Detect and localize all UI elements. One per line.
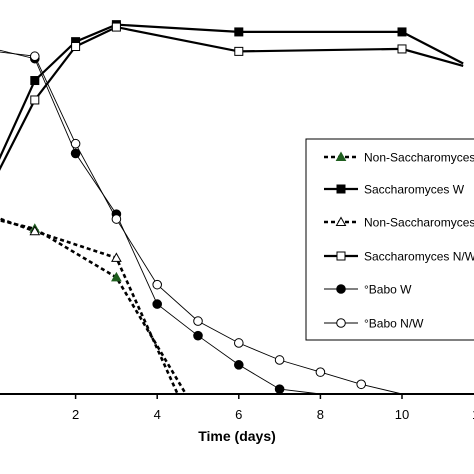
point-babo-n-w-1 — [30, 51, 40, 62]
legend: Non-Saccharomyces W Saccharomyces W Non-Sa… — [305, 138, 474, 341]
x-tick-label: 8 — [317, 407, 324, 422]
legend-label: Saccharomyces N/W — [364, 250, 474, 264]
point-babo-w-4 — [152, 299, 162, 309]
point-babo-n-w-7 — [274, 355, 285, 365]
point-babo-w-6 — [234, 360, 244, 370]
point-saccharomyces-w-5 — [397, 27, 407, 37]
point-babo-w-2 — [70, 148, 81, 159]
legend-marker-non-saccharomyces-n-w — [335, 216, 347, 226]
point-babo-w-5 — [193, 330, 203, 341]
point-saccharomyces-w-1 — [30, 76, 40, 86]
x-tick-label: 4 — [154, 407, 161, 422]
point-babo-n-w-5 — [193, 316, 203, 326]
x-axis-ticks: 2 4 6 8 10 1 — [72, 394, 474, 422]
series-babo-n-w — [0, 51, 403, 395]
point-saccharomyces-w-4 — [234, 27, 244, 37]
x-axis-title: Time (days) — [198, 428, 276, 444]
point-babo-n-w-6 — [234, 338, 244, 348]
legend-marker-babo-n-w — [336, 318, 346, 328]
point-non-saccharomyces-n-w-1 — [29, 225, 41, 236]
series-saccharomyces-n-w — [0, 22, 464, 171]
legend-marker-non-saccharomyces-w — [335, 151, 347, 161]
point-babo-n-w-9 — [356, 379, 367, 390]
legend-marker-babo-w — [336, 284, 346, 294]
point-babo-n-w-3 — [111, 214, 122, 224]
series-line-babo-w — [0, 49, 321, 395]
point-babo-n-w-4 — [152, 279, 162, 290]
point-saccharomyces-n-w-3 — [111, 22, 121, 32]
point-saccharomyces-n-w-1 — [30, 95, 40, 105]
legend-label: °Babo N/W — [364, 317, 424, 331]
point-babo-n-w-8 — [315, 367, 326, 377]
legend-label: °Babo W — [364, 283, 412, 297]
point-saccharomyces-n-w-2 — [71, 42, 81, 52]
point-babo-n-w-2 — [70, 138, 81, 149]
series-babo-w — [0, 49, 321, 395]
point-non-saccharomyces-n-w-2 — [111, 252, 122, 262]
point-saccharomyces-n-w-4 — [234, 46, 244, 56]
x-tick-label-edge: 1 — [472, 407, 474, 422]
legend-marker-saccharomyces-n-w — [336, 251, 346, 261]
point-non-saccharomyces-w-2 — [111, 271, 122, 282]
legend-box — [305, 138, 474, 341]
series-non-saccharomyces-n-w — [0, 217, 179, 395]
series-layer — [0, 20, 464, 395]
x-tick-label: 6 — [235, 407, 242, 422]
series-line-non-saccharomyces-w — [0, 219, 187, 395]
x-tick-label: 10 — [395, 407, 409, 422]
legend-label: Non-Saccharomyces N/W — [364, 216, 474, 230]
legend-label: Saccharomyces W — [364, 183, 465, 197]
point-saccharomyces-n-w-5 — [397, 44, 407, 54]
point-babo-w-7 — [274, 384, 285, 394]
legend-label: Non-Saccharomyces W — [364, 151, 474, 165]
legend-marker-saccharomyces-w — [336, 184, 346, 194]
x-tick-label: 2 — [72, 407, 79, 422]
series-line-non-saccharomyces-n-w — [0, 217, 179, 395]
